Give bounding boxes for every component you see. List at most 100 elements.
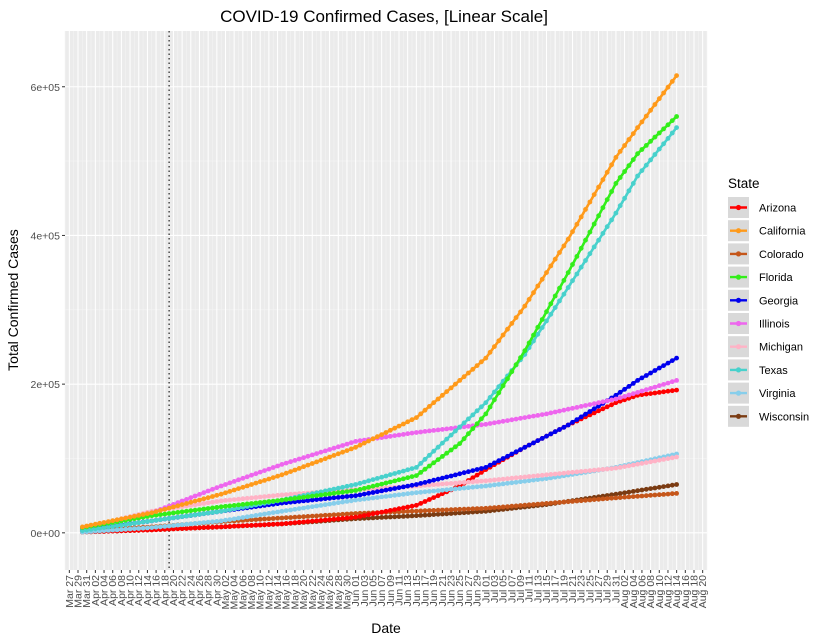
data-point bbox=[244, 483, 250, 489]
data-point bbox=[617, 495, 623, 500]
data-point bbox=[435, 493, 441, 499]
data-point bbox=[626, 395, 632, 401]
data-point bbox=[322, 456, 328, 462]
data-point bbox=[557, 471, 562, 476]
data-point bbox=[283, 470, 289, 476]
data-point bbox=[500, 383, 506, 389]
data-point bbox=[674, 378, 679, 383]
data-point bbox=[401, 476, 406, 482]
data-point bbox=[201, 501, 207, 506]
data-point bbox=[145, 511, 150, 516]
data-point bbox=[518, 447, 523, 452]
data-point bbox=[652, 458, 658, 464]
data-point bbox=[257, 479, 263, 485]
data-point bbox=[314, 513, 319, 519]
data-point bbox=[448, 486, 454, 492]
data-point bbox=[539, 317, 545, 322]
data-point bbox=[374, 482, 380, 488]
data-point bbox=[210, 524, 215, 530]
data-point bbox=[609, 495, 614, 501]
data-point bbox=[466, 510, 471, 515]
data-point bbox=[622, 490, 627, 496]
data-point bbox=[309, 513, 315, 519]
data-point bbox=[184, 526, 189, 531]
data-point bbox=[487, 349, 493, 355]
data-point bbox=[570, 469, 575, 475]
data-point bbox=[401, 421, 406, 427]
data-point bbox=[149, 510, 155, 516]
legend-label: Michigan bbox=[759, 342, 803, 354]
data-point bbox=[422, 407, 428, 413]
legend-label: Wisconsin bbox=[759, 411, 809, 423]
data-point bbox=[630, 157, 636, 163]
data-point bbox=[431, 488, 437, 494]
data-point bbox=[379, 432, 385, 437]
data-point bbox=[119, 516, 124, 522]
data-point bbox=[257, 522, 263, 528]
data-point bbox=[600, 231, 606, 236]
data-point bbox=[565, 406, 571, 412]
data-point bbox=[110, 524, 116, 529]
data-point bbox=[240, 502, 246, 507]
data-point bbox=[561, 291, 567, 297]
data-point bbox=[617, 149, 623, 154]
data-point bbox=[505, 504, 510, 509]
data-point bbox=[544, 270, 549, 275]
data-point bbox=[453, 480, 458, 486]
data-point bbox=[418, 501, 424, 506]
data-point bbox=[201, 490, 207, 496]
data-point bbox=[409, 490, 415, 496]
data-point bbox=[179, 526, 185, 531]
data-point bbox=[171, 510, 176, 516]
data-point bbox=[596, 184, 601, 190]
data-point bbox=[188, 513, 194, 518]
x-tick-label: Jun 27 bbox=[463, 575, 475, 607]
data-point bbox=[210, 519, 215, 525]
data-point bbox=[474, 363, 480, 368]
data-point bbox=[166, 505, 172, 511]
legend-key-point bbox=[735, 297, 742, 303]
data-point bbox=[461, 374, 467, 380]
data-point bbox=[318, 449, 324, 455]
data-point bbox=[392, 478, 398, 484]
data-point bbox=[617, 395, 623, 401]
data-point bbox=[279, 472, 285, 478]
legend-key-point bbox=[735, 274, 742, 280]
data-point bbox=[596, 400, 601, 406]
data-point bbox=[479, 466, 484, 471]
x-tick-label: Jun 09 bbox=[385, 575, 397, 607]
x-tick-label: Apr 22 bbox=[177, 575, 189, 606]
x-tick-label: Apr 24 bbox=[185, 575, 197, 606]
data-point bbox=[348, 446, 354, 452]
data-point bbox=[457, 378, 463, 383]
x-tick-label: Jul 15 bbox=[541, 575, 553, 603]
data-point bbox=[492, 460, 497, 466]
data-point bbox=[565, 470, 571, 476]
x-tick-label: May 26 bbox=[324, 575, 336, 610]
data-point bbox=[466, 469, 471, 475]
x-tick-label: Jul 05 bbox=[498, 575, 510, 603]
data-point bbox=[218, 518, 224, 524]
data-point bbox=[270, 510, 276, 515]
data-point bbox=[661, 141, 666, 147]
data-point bbox=[492, 482, 497, 488]
y-tick-label: 4e+05 bbox=[31, 230, 61, 242]
data-point bbox=[149, 518, 155, 524]
data-point bbox=[596, 237, 601, 243]
x-tick-label: Jul 17 bbox=[550, 575, 562, 603]
data-point bbox=[253, 513, 259, 518]
data-point bbox=[609, 397, 614, 403]
data-point bbox=[617, 203, 623, 209]
data-point bbox=[444, 450, 450, 456]
data-point bbox=[604, 169, 610, 175]
data-point bbox=[231, 487, 237, 493]
data-point bbox=[348, 493, 354, 499]
data-point bbox=[635, 461, 640, 467]
data-point bbox=[531, 332, 536, 338]
data-point bbox=[192, 502, 198, 508]
legend-label: Illinois bbox=[759, 319, 790, 331]
data-point bbox=[648, 492, 653, 498]
data-point bbox=[552, 305, 558, 310]
data-point bbox=[175, 514, 181, 520]
data-point bbox=[661, 457, 666, 462]
